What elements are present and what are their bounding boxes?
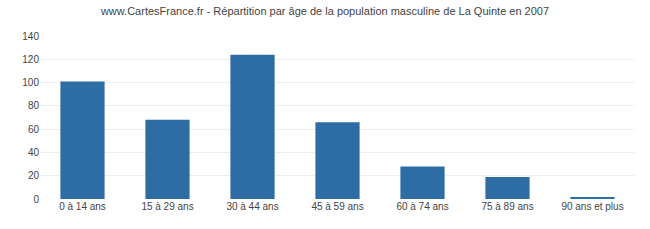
- svg-text:15 à 29 ans: 15 à 29 ans: [141, 201, 193, 212]
- svg-text:45 à 59 ans: 45 à 59 ans: [311, 201, 363, 212]
- svg-text:140: 140: [22, 31, 39, 42]
- svg-text:20: 20: [28, 170, 40, 181]
- svg-text:100: 100: [22, 77, 39, 88]
- svg-text:0: 0: [33, 194, 39, 205]
- svg-text:0 à 14 ans: 0 à 14 ans: [59, 201, 106, 212]
- svg-text:60: 60: [28, 124, 40, 135]
- svg-text:120: 120: [22, 54, 39, 65]
- svg-text:80: 80: [28, 100, 40, 111]
- svg-text:www.CartesFrance.fr - Répartit: www.CartesFrance.fr - Répartition par âg…: [100, 5, 549, 17]
- svg-text:90 ans et plus: 90 ans et plus: [561, 201, 623, 212]
- svg-text:30 à 44 ans: 30 à 44 ans: [226, 201, 278, 212]
- svg-text:40: 40: [28, 147, 40, 158]
- svg-text:60 à 74 ans: 60 à 74 ans: [396, 201, 448, 212]
- svg-text:75 à 89 ans: 75 à 89 ans: [481, 201, 533, 212]
